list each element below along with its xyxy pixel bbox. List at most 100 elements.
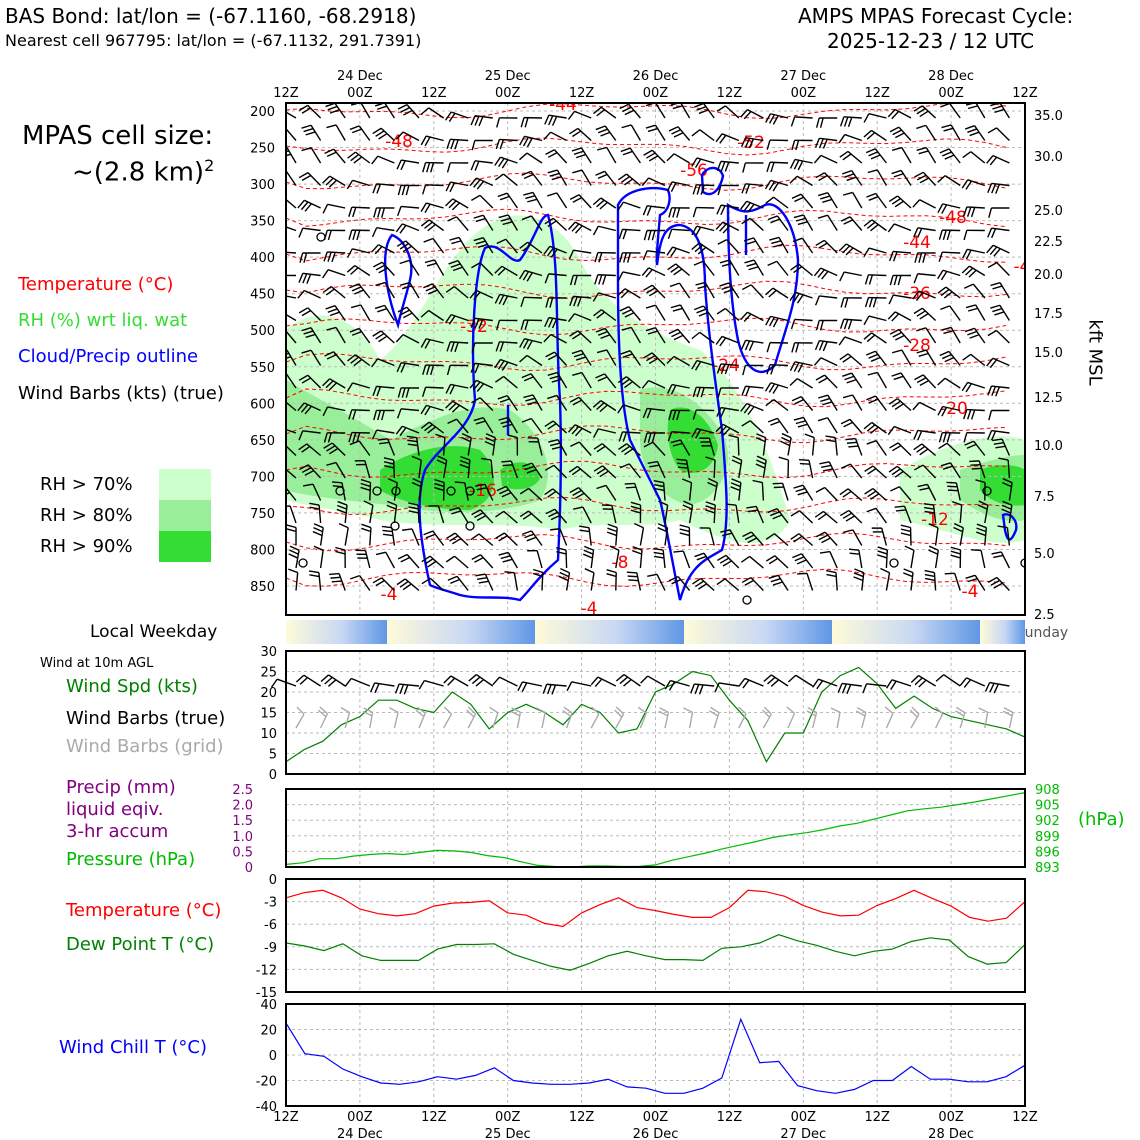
wind-barb (570, 441, 580, 448)
wind-barb (993, 582, 1003, 589)
wind-barb (557, 439, 568, 456)
wind-barb (636, 572, 642, 591)
wind-barb (965, 267, 974, 276)
wind-barb (693, 260, 704, 266)
wind-barb (912, 290, 920, 300)
wind-barb (497, 267, 506, 276)
wind-barb (750, 284, 764, 299)
cloud-outline-path (418, 213, 563, 602)
wind-barb (768, 289, 777, 298)
wind-barb (764, 382, 772, 392)
wind-barb (313, 545, 324, 551)
wind-barb (993, 554, 1004, 559)
wind-barb (770, 420, 781, 426)
wind-barb (445, 384, 452, 394)
wind-barb (506, 192, 518, 209)
pressure-tick: 899 (1035, 830, 1060, 845)
wind-barb (707, 477, 718, 484)
wind-barb (498, 294, 505, 305)
rh80-swatch (159, 500, 211, 531)
wind-barb (629, 350, 641, 366)
weekday-label: Sunday (1016, 625, 1068, 641)
wind-barb (401, 185, 406, 196)
wind-barb (818, 242, 828, 249)
wind-speed-line (285, 666, 1026, 763)
wind-barb (309, 506, 320, 510)
wind-barb (402, 245, 412, 253)
wind-barb (353, 156, 363, 164)
wind-barb (874, 148, 887, 164)
wind-barb (399, 580, 409, 588)
wind-barb (868, 353, 879, 359)
wind-barb (849, 463, 863, 479)
wind-barb (556, 169, 568, 186)
wind-barb (793, 484, 804, 489)
legend-rh80: RH > 80% (40, 505, 133, 526)
wind-barb (688, 505, 694, 524)
wind-barb (352, 409, 357, 420)
wind-barb (865, 350, 876, 356)
wind-barb (627, 575, 638, 578)
wind-barb (326, 354, 337, 360)
wind-barb (943, 291, 953, 299)
wind-barb (917, 227, 936, 232)
wind-barb (470, 115, 476, 126)
wind-barb (396, 159, 402, 170)
wind-barb (549, 297, 554, 308)
wind-barb (565, 712, 573, 729)
wind-barb (500, 217, 511, 222)
wind-barb (991, 385, 1010, 389)
wind-barb (381, 577, 395, 591)
wind-barb (776, 260, 789, 276)
wind-barb (844, 375, 855, 381)
calm-marker (298, 558, 308, 568)
wind-barb (643, 441, 654, 448)
wind-barb (950, 124, 961, 141)
wind-barb (420, 309, 430, 318)
wind-barb (787, 713, 796, 729)
wind-barb (789, 378, 798, 386)
wind-barb (697, 285, 708, 290)
wind-barb (628, 579, 639, 582)
wind-barb (998, 457, 1009, 461)
wind-barb (327, 251, 346, 254)
wind-barb (888, 398, 898, 405)
wind-barb (676, 410, 681, 421)
wind-barb (741, 284, 752, 291)
wind-barb (716, 307, 726, 315)
wind-barb (916, 124, 927, 130)
wind-barb (875, 507, 887, 524)
wind-barb (619, 103, 630, 110)
wind-barb (821, 464, 832, 469)
wind-barb (274, 443, 283, 448)
wind-barb (489, 706, 499, 714)
wind-barb (824, 374, 838, 389)
wind-barb (774, 555, 789, 569)
wind-barb (623, 404, 641, 412)
wind-barb (823, 239, 838, 254)
wind-barb (329, 311, 340, 317)
wind-barb (744, 138, 751, 148)
wind-barb (519, 510, 529, 518)
wind-barb (578, 441, 592, 456)
wind-barb (666, 181, 673, 192)
wind-barb (949, 305, 961, 321)
wind-barb (596, 467, 606, 475)
wind-barb (549, 528, 561, 531)
wind-barb (741, 555, 751, 563)
wind-barb (525, 397, 536, 402)
wind-barb (795, 487, 806, 493)
wind-barb (572, 506, 584, 510)
wind-barb (645, 269, 653, 278)
wind-barb (646, 355, 656, 362)
wind-barb (863, 247, 870, 258)
wind-barb (755, 437, 766, 443)
wind-barb (327, 308, 338, 313)
wind-barb (715, 423, 724, 433)
wind-barb (1003, 707, 1014, 714)
wind-barb (646, 287, 656, 294)
wind-barb (498, 551, 509, 556)
wind-barb (966, 408, 985, 412)
wind-barb (667, 431, 673, 442)
legend-dew: Dew Point T (°C) (66, 934, 215, 955)
